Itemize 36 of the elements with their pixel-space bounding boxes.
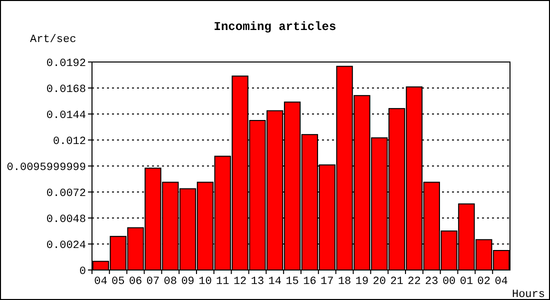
x-tick-label: 22 <box>408 276 421 288</box>
y-tick-label: 0.0024 <box>46 240 86 252</box>
x-tick-label: 19 <box>355 276 369 288</box>
y-tick-label: 0.012 <box>52 136 86 148</box>
y-tick-label: 0.0144 <box>46 110 86 122</box>
x-tick-label: 04 <box>94 276 108 288</box>
x-tick-label: 00 <box>442 276 456 288</box>
x-tick-label: 10 <box>198 276 212 288</box>
y-axis-title: Art/sec <box>30 34 76 46</box>
x-tick-label: 21 <box>390 276 404 288</box>
x-tick-label: 04 <box>494 276 508 288</box>
y-tick-label: 0.0048 <box>46 214 86 226</box>
y-tick-label: 0 <box>79 266 86 278</box>
y-tick-label: 0.0192 <box>46 58 86 70</box>
x-tick-label: 20 <box>372 276 386 288</box>
x-tick-label: 14 <box>268 276 282 288</box>
x-tick-label: 16 <box>303 276 316 288</box>
y-tick-label: 0.0095999999 <box>6 162 86 174</box>
x-tick-label: 23 <box>425 276 438 288</box>
y-tick-label: 0.0072 <box>46 188 86 200</box>
chart-title: Incoming articles <box>214 20 336 34</box>
x-tick-label: 15 <box>286 276 299 288</box>
x-axis-title: Hours <box>512 289 545 300</box>
x-tick-label: 07 <box>146 276 160 288</box>
x-tick-label: 12 <box>233 276 247 288</box>
x-tick-label: 01 <box>460 276 474 288</box>
x-tick-label: 05 <box>112 276 125 288</box>
x-tick-label: 17 <box>320 276 334 288</box>
x-tick-label: 13 <box>250 276 264 288</box>
x-tick-label: 11 <box>216 276 230 288</box>
x-tick-label: 02 <box>477 276 490 288</box>
x-tick-label: 09 <box>181 276 194 288</box>
x-tick-label: 08 <box>164 276 177 288</box>
x-tick-label: 06 <box>128 276 142 288</box>
y-tick-label: 0.0168 <box>46 84 86 96</box>
x-tick-label: 18 <box>338 276 352 288</box>
